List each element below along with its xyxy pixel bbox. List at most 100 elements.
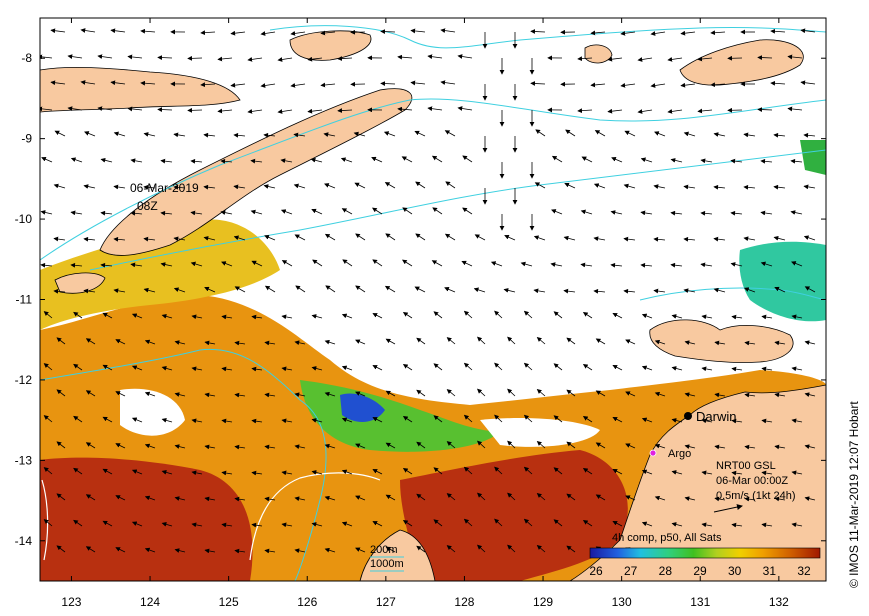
current-vector-arrow — [804, 286, 816, 293]
current-vector-arrow — [281, 314, 293, 320]
current-vector-arrow — [230, 82, 246, 88]
current-vector-arrow — [311, 208, 323, 215]
current-vector-arrow — [653, 236, 666, 242]
current-vector-arrow — [380, 81, 396, 86]
current-vector-arrow — [115, 547, 126, 553]
current-vector-arrow — [372, 521, 383, 527]
current-vector-arrow — [67, 106, 83, 111]
current-vector-arrow — [683, 236, 696, 242]
darwin-label: Darwin — [696, 409, 736, 424]
current-vector-arrow — [143, 184, 156, 190]
isobath-white-line — [249, 472, 381, 561]
current-vector-arrow — [612, 365, 623, 371]
current-vector-arrow — [550, 262, 563, 267]
current-vector-arrow — [221, 314, 233, 320]
current-vector-arrow — [372, 469, 383, 475]
current-vector-arrow — [791, 366, 803, 372]
current-vector-arrow — [744, 340, 756, 346]
current-vector-arrow — [385, 546, 396, 553]
lat-tick-label: -12 — [15, 373, 33, 387]
current-vector-arrow — [804, 496, 816, 501]
current-vector-arrow — [563, 288, 576, 294]
current-vector-arrow — [83, 288, 96, 294]
current-vector-arrow — [446, 389, 456, 397]
current-vector-arrow — [174, 340, 186, 345]
current-vector-arrow — [56, 441, 66, 449]
current-vector-arrow — [40, 262, 53, 268]
current-vector-arrow — [191, 470, 203, 476]
lon-tick-label: 128 — [454, 595, 474, 609]
current-vector-arrow — [620, 30, 636, 36]
lon-tick-label: 131 — [690, 595, 710, 609]
current-vector-arrow — [113, 184, 126, 190]
current-vector-arrow — [714, 340, 726, 346]
imos-credit: © IMOS 11-Mar-2019 12:07 Hobart — [847, 401, 861, 588]
current-vector-arrow — [566, 389, 576, 397]
current-vector-arrow — [474, 234, 486, 241]
current-vector-arrow — [507, 388, 516, 397]
sst-yellow-north — [40, 219, 280, 330]
current-vector-arrow — [264, 444, 276, 450]
current-vector-arrow — [625, 443, 636, 449]
current-vector-arrow — [115, 443, 126, 449]
current-vector-arrow — [324, 233, 336, 241]
current-vector-arrow — [113, 131, 126, 137]
current-vector-arrow — [791, 470, 803, 476]
current-vector-arrow — [221, 522, 233, 528]
current-vector-arrow — [161, 522, 173, 527]
current-vector-arrow — [654, 495, 666, 501]
current-vector-arrow — [410, 80, 426, 86]
current-vector-arrow — [130, 262, 143, 268]
current-vector-arrow — [310, 157, 323, 163]
current-vector-arrow — [402, 520, 413, 527]
current-vector-arrow — [221, 470, 233, 476]
current-vector-arrow — [566, 493, 576, 501]
current-vector-arrow — [312, 259, 323, 267]
current-vector-arrow — [102, 468, 113, 475]
current-vector-arrow — [263, 132, 276, 138]
current-vector-arrow — [595, 494, 606, 501]
current-vector-arrow — [653, 288, 666, 294]
current-vector-arrow — [311, 470, 323, 475]
alor-islands — [40, 66, 241, 113]
current-vector-arrow — [641, 365, 653, 371]
current-vector-arrow — [620, 82, 636, 88]
current-vector-arrow — [144, 391, 156, 397]
current-vector-arrow — [607, 56, 623, 62]
current-vector-arrow — [233, 184, 246, 190]
plot-area — [40, 18, 826, 581]
current-vector-arrow — [684, 392, 696, 397]
current-vector-arrow — [433, 467, 443, 475]
current-vector-arrow — [563, 235, 576, 241]
current-vector-arrow — [744, 444, 756, 450]
current-vector-arrow — [580, 262, 593, 268]
current-vector-arrow — [161, 314, 173, 319]
current-vector-arrow — [463, 310, 473, 319]
current-vector-arrow — [290, 83, 306, 88]
current-vector-arrow — [523, 518, 533, 527]
current-vector-arrow — [385, 233, 396, 241]
timestamp-hour-label: 08Z — [137, 199, 158, 213]
current-vector-arrow — [457, 54, 473, 59]
current-vector-arrow — [680, 30, 696, 36]
current-vector-arrow — [70, 262, 83, 268]
current-vector-arrow — [773, 235, 786, 241]
current-vector-arrow — [324, 339, 336, 345]
current-vector-arrow — [385, 390, 396, 397]
current-vector-arrow — [402, 259, 413, 267]
current-vector-arrow — [311, 366, 323, 371]
current-vector-arrow — [260, 83, 276, 88]
current-vector-arrow — [217, 56, 233, 62]
lat-tick-label: -13 — [15, 453, 33, 467]
sst-tick-label: 27 — [624, 564, 638, 578]
current-vector-arrow — [41, 156, 53, 163]
current-vector-arrow — [173, 236, 186, 242]
sumba-fragment — [54, 272, 106, 294]
current-vector-arrow — [131, 521, 143, 527]
current-vector-arrow — [433, 415, 443, 423]
current-vector-arrow — [307, 56, 323, 62]
current-vector-arrow — [610, 210, 623, 215]
current-legend-time: 06-Mar 00:00Z — [716, 475, 788, 487]
current-vector-arrow — [281, 522, 293, 528]
